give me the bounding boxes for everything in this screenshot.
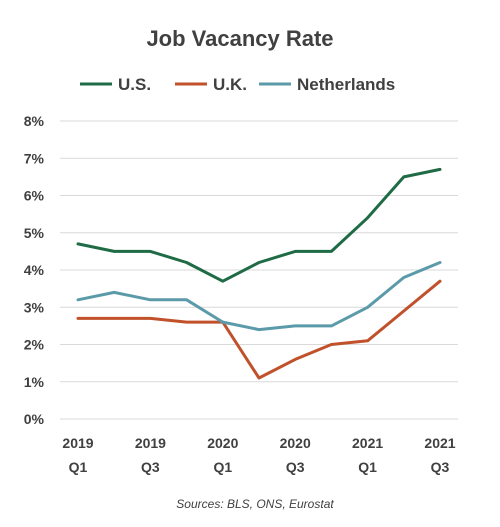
legend-label: U.K. [213, 75, 247, 94]
series-line-2 [76, 261, 442, 332]
legend-label: Netherlands [297, 75, 395, 94]
y-tick-label: 2% [24, 337, 45, 353]
y-tick-label: 3% [24, 299, 45, 315]
x-tick-label-year: 2021 [424, 435, 455, 451]
y-tick-label: 5% [24, 225, 45, 241]
y-tick-label: 7% [24, 150, 45, 166]
y-tick-label: 0% [24, 411, 45, 427]
x-tick-label-year: 2021 [352, 435, 383, 451]
series-lines [76, 167, 442, 380]
y-tick-label: 1% [24, 374, 45, 390]
x-tick-label-quarter: Q1 [69, 459, 88, 475]
chart-title: Job Vacancy Rate [146, 26, 333, 51]
series-line-1 [76, 279, 442, 380]
y-tick-label: 6% [24, 188, 45, 204]
x-tick-label-quarter: Q3 [286, 459, 305, 475]
x-tick-label-year: 2019 [135, 435, 166, 451]
x-tick-label-quarter: Q3 [431, 459, 450, 475]
y-tick-label: 4% [24, 262, 45, 278]
x-tick-label-year: 2020 [207, 435, 238, 451]
series-line-0 [76, 167, 442, 283]
x-tick-label-year: 2020 [280, 435, 311, 451]
y-tick-label: 8% [24, 113, 45, 129]
y-axis-ticks: 0% 1% 2% 3% 4% 5% 6% 7% 8% [24, 113, 45, 427]
gridlines [60, 120, 458, 420]
legend-label: U.S. [118, 75, 151, 94]
x-axis-ticks: 2019 Q1 2019 Q3 2020 Q1 2020 Q3 2021 Q1 2021 Q3 [62, 435, 455, 475]
x-tick-label-year: 2019 [62, 435, 93, 451]
x-tick-label-quarter: Q1 [358, 459, 377, 475]
chart-source: Sources: BLS, ONS, Eurostat [176, 497, 334, 511]
legend: U.S. U.K. Netherlands [80, 75, 395, 94]
x-tick-label-quarter: Q1 [213, 459, 232, 475]
x-tick-label-quarter: Q3 [141, 459, 160, 475]
